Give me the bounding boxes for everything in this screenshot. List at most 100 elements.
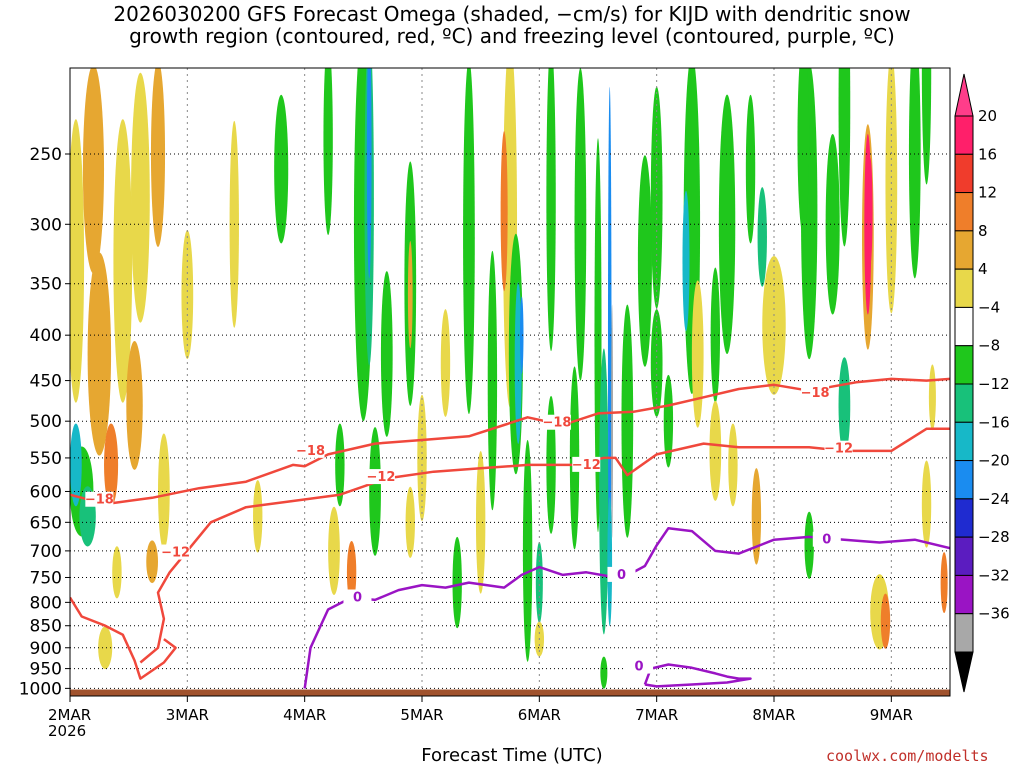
freezing-contour-0	[303, 526, 950, 689]
x-tick-label-3: 5MAR	[400, 706, 443, 724]
omega-cell-32	[487, 250, 498, 511]
contour-label-4: −12	[161, 546, 190, 561]
omega-cell-3	[104, 423, 119, 507]
colorbar-label-8: −16	[978, 413, 1010, 431]
omega-cell-66	[825, 133, 840, 315]
omega-cell-72	[908, 68, 921, 279]
dgz-contour-1	[139, 427, 950, 664]
colorbar-label-0: 20	[978, 107, 997, 125]
omega-cell-38	[522, 439, 533, 662]
contour-label-bg-0	[85, 491, 114, 507]
omega-cell-12	[98, 626, 113, 670]
omega-cell-29	[463, 68, 475, 415]
omega-cell-61	[757, 187, 767, 287]
colorbar-swatch-10	[954, 498, 974, 538]
x-tick-label-2: 4MAR	[283, 706, 326, 724]
omega-cell-49	[600, 656, 608, 689]
omega-cell-14	[181, 230, 194, 359]
omega-cell-4	[113, 119, 133, 403]
omega-cell-37	[519, 296, 524, 374]
omega-cell-48	[607, 497, 613, 627]
colorbar-swatch-5	[954, 306, 974, 347]
colorbar-swatch-3	[954, 230, 974, 270]
omega-cell-85	[440, 309, 451, 417]
y-tick-label-14: 950	[30, 660, 62, 680]
x-tick-label-0: 2MAR	[48, 706, 91, 724]
colorbar-swatch-12	[954, 574, 974, 615]
omega-cell-43	[574, 68, 587, 381]
grid-lines	[70, 68, 950, 696]
colorbar-label-10: −24	[978, 490, 1010, 508]
omega-cell-86	[253, 480, 263, 553]
omega-cell-24	[407, 240, 413, 349]
omega-cell-46	[607, 86, 612, 622]
omega-cell-62	[762, 256, 786, 395]
omega-cell-47	[611, 304, 614, 538]
colorbar-label-6: −8	[978, 337, 1000, 355]
colorbar-swatch-0	[954, 115, 974, 155]
contour-label-10: 0	[822, 533, 831, 548]
time-axis: 2MAR 3MAR 4MAR 5MAR 6MAR 7MAR 8MAR 9MAR	[48, 696, 913, 724]
colorbar-swatch-4	[954, 268, 974, 308]
y-tick-label-5: 500	[30, 412, 62, 432]
colorbar-bottom-arrow	[954, 651, 974, 693]
omega-cell-26	[335, 423, 345, 507]
omega-cell-54	[663, 374, 674, 468]
y-tick-label-10: 750	[30, 568, 62, 588]
omega-cell-10	[126, 341, 143, 470]
contour-label-9: 0	[617, 568, 626, 583]
x-tick-label-4: 6MAR	[518, 706, 561, 724]
omega-cell-67	[838, 68, 851, 247]
omega-cell-21	[366, 68, 372, 279]
omega-cell-2	[87, 252, 112, 456]
colorbar-swatch-9	[954, 460, 974, 500]
x-tick-label-1: 3MAR	[166, 706, 209, 724]
omega-cell-45	[599, 348, 609, 635]
colorbar-label-9: −20	[978, 452, 1010, 470]
contour-label-8: 0	[353, 591, 362, 606]
x-axis-year-label: 2026	[48, 722, 87, 740]
omega-cell-71	[885, 68, 898, 314]
omega-cell-77	[928, 364, 936, 431]
omega-cell-59	[718, 94, 736, 354]
contour-label-bg-8	[343, 589, 372, 605]
omega-cell-56	[682, 190, 690, 332]
contour-label-bg-5	[366, 469, 395, 485]
pressure-axis: 2503003504004505005506006507007508008509…	[19, 145, 70, 699]
omega-cell-57	[691, 280, 704, 428]
contour-label-bg-7	[824, 440, 853, 456]
omega-cell-50	[621, 304, 634, 538]
y-tick-label-11: 800	[30, 593, 62, 613]
omega-cell-9	[70, 423, 82, 507]
omega-cell-25	[369, 427, 381, 556]
omega-cell-52	[650, 86, 663, 309]
colorbar-swatch-6	[954, 345, 974, 385]
colorbar-label-12: −32	[978, 566, 1010, 584]
omega-cell-58	[710, 267, 721, 403]
y-tick-label-2: 350	[30, 275, 62, 295]
chart-title-line-2: growth region (contoured, red, ºC) and f…	[129, 24, 895, 48]
dgz-contour-2	[70, 596, 177, 680]
y-tick-label-12: 850	[30, 617, 62, 637]
omega-cell-5	[131, 72, 150, 323]
colorbar-label-4: 4	[978, 260, 988, 278]
contour-label-1: −18	[296, 444, 325, 459]
omega-cell-40	[546, 68, 556, 352]
omega-cell-73	[921, 68, 932, 185]
contour-label-11: 0	[635, 660, 644, 675]
y-tick-label-13: 900	[30, 639, 62, 659]
contour-label-6: −12	[572, 458, 601, 473]
contour-label-bg-10	[812, 531, 841, 547]
y-tick-label-1: 300	[30, 215, 62, 235]
colorbar-label-2: 12	[978, 184, 997, 202]
omega-cell-60	[745, 94, 756, 244]
omega-cell-82	[804, 511, 814, 579]
contour-label-bg-6	[572, 456, 601, 472]
colorbar-label-11: −28	[978, 528, 1010, 546]
ground-surface	[70, 689, 950, 696]
y-tick-label-3: 400	[30, 326, 62, 346]
omega-cell-80	[709, 400, 722, 501]
omega-cell-39	[535, 541, 543, 624]
contour-label-bg-9	[607, 566, 636, 582]
colorbar-label-7: −12	[978, 375, 1010, 393]
